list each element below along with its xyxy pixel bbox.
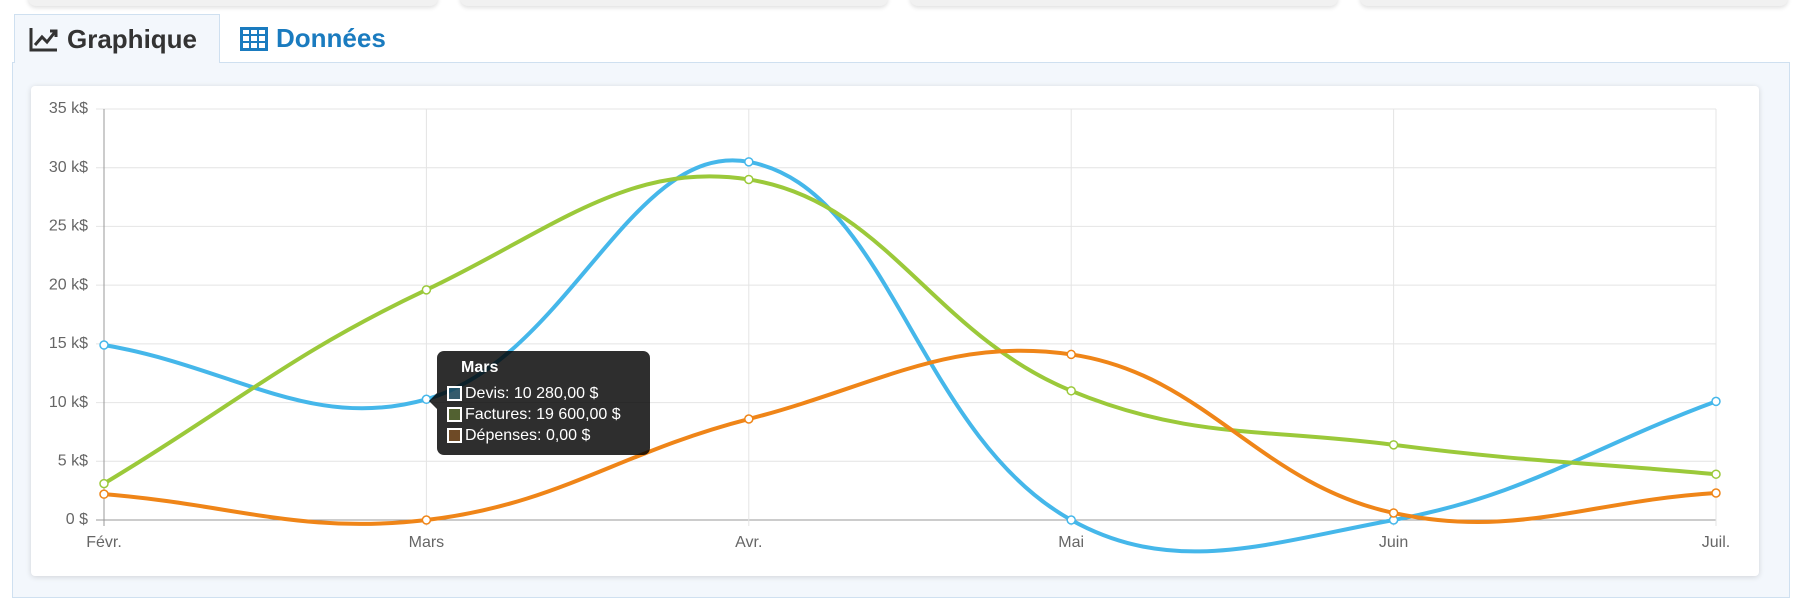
table-icon xyxy=(240,26,268,51)
x-tick-label: Févr. xyxy=(86,534,122,551)
x-tick-label: Mars xyxy=(409,534,445,551)
point xyxy=(744,157,754,167)
point xyxy=(1066,515,1076,525)
point xyxy=(1711,469,1721,479)
chart-icon xyxy=(29,28,58,52)
tab-label: Graphique xyxy=(67,23,198,54)
point xyxy=(1388,440,1399,450)
x-tick-label: Juin xyxy=(1379,534,1408,551)
tooltip-text: Factures: 19 600,00 $ xyxy=(465,405,621,423)
point xyxy=(99,478,109,489)
y-tick-label: 10 k$ xyxy=(49,394,88,411)
point xyxy=(744,414,754,424)
point xyxy=(99,340,109,350)
point xyxy=(1711,488,1721,498)
card-edge xyxy=(910,0,1338,6)
tooltip-swatch xyxy=(447,407,462,422)
x-tick-label: Juil. xyxy=(1702,534,1730,551)
y-tick-label: 5 k$ xyxy=(58,453,88,470)
point xyxy=(1388,508,1399,518)
tooltip-row: Devis: 10 280,00 $ xyxy=(447,383,640,404)
tooltip-text: Devis: 10 280,00 $ xyxy=(465,384,599,402)
point xyxy=(1066,386,1076,396)
y-tick-label: 30 k$ xyxy=(49,159,88,176)
point xyxy=(421,285,432,295)
tooltip-text: Dépenses: 0,00 $ xyxy=(465,426,591,444)
point xyxy=(1066,349,1076,360)
x-tick-label: Avr. xyxy=(735,534,762,551)
series-line xyxy=(103,158,1717,554)
point xyxy=(99,489,109,499)
series-line xyxy=(103,348,1717,526)
tooltip-swatch xyxy=(447,386,462,401)
y-tick-label: 0 $ xyxy=(66,511,88,528)
y-tick-label: 25 k$ xyxy=(49,218,88,235)
point xyxy=(744,174,754,185)
y-tick-label: 20 k$ xyxy=(49,276,88,293)
point xyxy=(1711,396,1721,407)
x-tick-label: Mai xyxy=(1058,534,1084,551)
point xyxy=(421,515,432,525)
card-edge xyxy=(460,0,888,6)
tooltip-row: Factures: 19 600,00 $ xyxy=(447,404,640,425)
y-tick-label: 15 k$ xyxy=(49,335,88,352)
card-edge xyxy=(1360,0,1788,6)
tab-chart[interactable]: Graphique xyxy=(14,14,220,63)
tooltip-swatch xyxy=(447,428,462,443)
card-edge xyxy=(28,0,438,6)
y-tick-label: 35 k$ xyxy=(49,100,88,117)
series-line xyxy=(102,174,1717,486)
tooltip: Mars Devis: 10 280,00 $ Factures: 19 600,… xyxy=(429,351,650,455)
tab-label: Données xyxy=(276,23,386,53)
tooltip-row: Dépenses: 0,00 $ xyxy=(447,425,640,446)
tooltip-title: Mars xyxy=(461,359,499,376)
tab-data[interactable]: Données xyxy=(226,14,400,63)
